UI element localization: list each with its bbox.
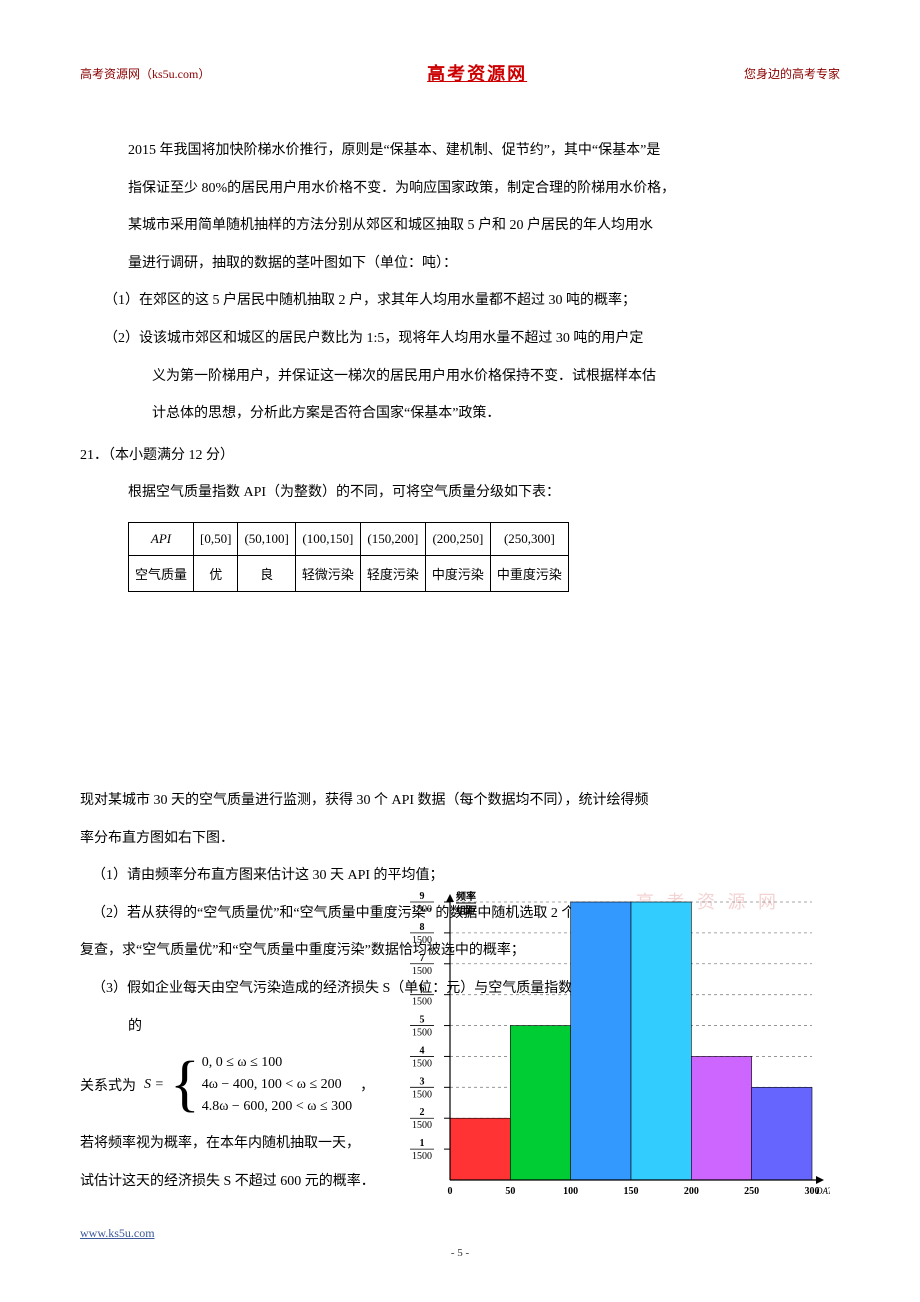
svg-text:200: 200 [684,1186,699,1197]
svg-text:组距: 组距 [456,904,476,917]
table-row: 空气质量 优 良 轻微污染 轻度污染 中度污染 中重度污染 [129,555,569,591]
svg-text:DAT: DAT [815,1186,830,1196]
svg-text:1500: 1500 [412,1059,432,1070]
p5: （1）在郊区的这 5 户居民中随机抽取 2 户，求其年人均用水量都不超过 30 … [80,284,840,318]
api-label: API [151,531,171,546]
svg-text:7: 7 [420,953,425,964]
question-21: 21．（本小题满分 12 分） 根据空气质量指数 API（为整数）的不同，可将空… [80,439,840,1199]
histogram-svg: 1150021500315004150051500615007150081500… [390,888,830,1208]
table-cell: (150,200] [360,522,425,555]
svg-text:6: 6 [420,984,425,995]
q21-p2: 现对某城市 30 天的空气质量进行监测，获得 30 个 API 数据（每个数据均… [80,784,840,818]
p1: 2015 年我国将加快阶梯水价推行，原则是“保基本、建机制、促节约”，其中“保基… [80,134,840,168]
table-cell: (200,250] [425,522,490,555]
svg-text:1500: 1500 [412,1028,432,1039]
table-cell: [0,50] [194,522,238,555]
header-left: 高考资源网（ks5u.com） [80,65,210,82]
formula-lhs-text: 关系式为 [80,1075,136,1095]
table-cell: 轻度污染 [360,555,425,591]
table-cell: 空气质量 [129,555,194,591]
table-cell: 优 [194,555,238,591]
formula-comma: ， [360,1075,374,1095]
svg-text:150: 150 [624,1186,639,1197]
q21-p1: 根据空气质量指数 API（为整数）的不同，可将空气质量分级如下表： [80,476,840,510]
formula-S: S = { 0, 0 ≤ ω ≤ 100 4ω − 400, 100 < ω ≤… [144,1055,352,1115]
piece3: 4.8ω − 600, 200 < ω ≤ 300 [202,1099,352,1115]
page-number: - 5 - [80,1247,840,1259]
svg-text:1500: 1500 [412,904,432,915]
left-brace-icon: { [170,1060,200,1110]
svg-text:4: 4 [420,1046,425,1057]
table-cell: 轻微污染 [295,555,360,591]
svg-text:1500: 1500 [412,935,432,946]
table-cell: 良 [238,555,295,591]
table-cell: (250,300] [490,522,568,555]
svg-text:5: 5 [420,1015,425,1026]
svg-text:1500: 1500 [412,966,432,977]
p4: 量进行调研，抽取的数据的茎叶图如下（单位：吨）： [80,247,840,281]
piecewise-cases: 0, 0 ≤ ω ≤ 100 4ω − 400, 100 < ω ≤ 200 4… [202,1055,352,1115]
svg-text:1500: 1500 [412,1090,432,1101]
svg-text:2: 2 [420,1108,425,1119]
svg-text:9: 9 [420,891,425,902]
p6c: 计总体的思想，分析此方案是否符合国家“保基本”政策． [80,397,840,431]
svg-text:250: 250 [744,1186,759,1197]
svg-text:50: 50 [505,1186,515,1197]
frequency-histogram: 1150021500315004150051500615007150081500… [390,888,830,1208]
api-grading-table: API [0,50] (50,100] (100,150] (150,200] … [128,522,569,592]
table-cell: 中度污染 [425,555,490,591]
q21-title: 21．（本小题满分 12 分） [80,439,840,473]
piece2: 4ω − 400, 100 < ω ≤ 200 [202,1077,352,1093]
p6b: 义为第一阶梯用户，并保证这一梯次的居民用户用水价格保持不变．试根据样本估 [80,360,840,394]
svg-text:频率: 频率 [456,890,476,903]
q21-lower: 现对某城市 30 天的空气质量进行监测，获得 30 个 API 数据（每个数据均… [80,784,840,1198]
header-center-logo: 高考资源网 [427,60,527,86]
table-row: API [0,50] (50,100] (100,150] (150,200] … [129,522,569,555]
q21-p2b: 率分布直方图如右下图． [80,822,840,856]
header-right: 您身边的高考专家 [744,65,840,82]
piece1: 0, 0 ≤ ω ≤ 100 [202,1055,352,1071]
svg-text:0: 0 [448,1186,453,1197]
svg-text:1: 1 [420,1138,425,1149]
page-header: 高考资源网（ks5u.com） 高考资源网 您身边的高考专家 [80,60,840,86]
svg-text:3: 3 [420,1077,425,1088]
svg-text:8: 8 [420,922,425,933]
footer-url: www.ks5u.com [80,1226,840,1241]
table-cell: 中重度污染 [490,555,568,591]
table-cell: (100,150] [295,522,360,555]
question-20-body: 2015 年我国将加快阶梯水价推行，原则是“保基本、建机制、促节约”，其中“保基… [80,134,840,431]
svg-text:100: 100 [563,1186,578,1197]
p2: 指保证至少 80%的居民用户用水价格不变．为响应国家政策，制定合理的阶梯用水价格… [80,172,840,206]
svg-text:1500: 1500 [412,1121,432,1132]
svg-text:1500: 1500 [412,1151,432,1162]
blank-space [80,604,840,784]
table-cell: (50,100] [238,522,295,555]
p6: （2）设该城市郊区和城区的居民户数比为 1:5，现将年人均用水量不超过 30 吨… [80,322,840,356]
p3: 某城市采用简单随机抽样的方法分别从郊区和城区抽取 5 户和 20 户居民的年人均… [80,209,840,243]
svg-text:1500: 1500 [412,997,432,1008]
